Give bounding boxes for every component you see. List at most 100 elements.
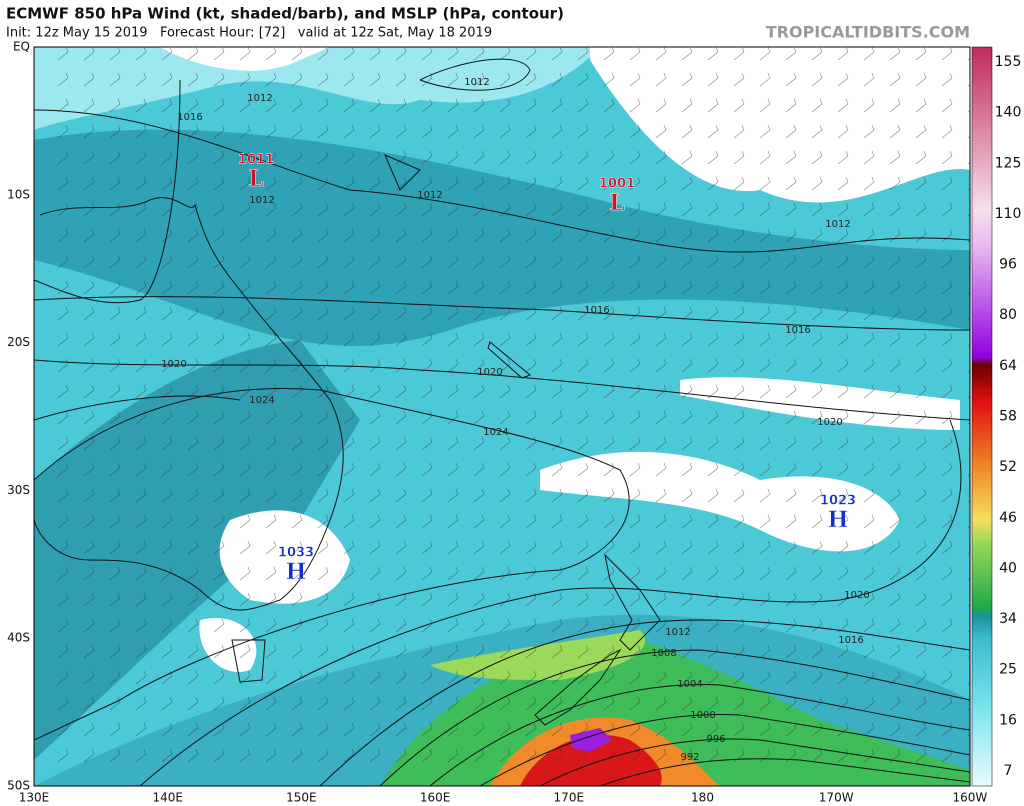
wind-barb (135, 150, 147, 165)
wind-barb (83, 228, 95, 243)
wind-barb (265, 410, 277, 425)
wind-barb (369, 644, 381, 659)
wind-barb (473, 384, 485, 399)
wind-barb (109, 488, 121, 503)
wind-barb (681, 124, 693, 139)
wind-barb (915, 306, 927, 321)
wind-barb (343, 748, 355, 763)
wind-barb (369, 696, 381, 711)
wind-barb (187, 488, 199, 503)
wind-barb (733, 410, 745, 425)
wind-barb (525, 722, 537, 737)
wind-barb (655, 488, 667, 503)
wind-barb (681, 176, 693, 191)
wind-barb (421, 150, 433, 165)
wind-barb (317, 514, 329, 529)
wind-barb (447, 176, 459, 191)
wind-barb (395, 514, 407, 529)
wind-barb (473, 254, 485, 269)
contour-label: 992 (680, 752, 699, 763)
wind-barb (447, 748, 459, 763)
wind-barb (499, 254, 511, 269)
wind-barb (239, 618, 251, 633)
wind-barb (577, 436, 589, 451)
wind-barb (733, 670, 745, 685)
contour-label: 1016 (584, 305, 609, 316)
wind-barb (317, 566, 329, 581)
wind-barb (447, 384, 459, 399)
strong-wind (430, 630, 646, 680)
wind-barb (811, 410, 823, 425)
wind-barb (499, 644, 511, 659)
wind-barb (525, 176, 537, 191)
wind-barb (395, 436, 407, 451)
wind-barb (447, 644, 459, 659)
wind-barb (135, 332, 147, 347)
wind-barb (577, 358, 589, 373)
wind-barb (733, 644, 745, 659)
wind-barb (733, 514, 745, 529)
wind-barb (629, 436, 641, 451)
wind-barb (525, 488, 537, 503)
contour-label: 1012 (247, 93, 272, 104)
wind-barb (681, 332, 693, 347)
wind-barb (785, 618, 797, 633)
wind-barb (655, 618, 667, 633)
colorbar-label: 96 (999, 257, 1017, 273)
wind-barb (863, 228, 875, 243)
wind-barb (447, 436, 459, 451)
wind-barb (265, 540, 277, 555)
wind-barb (395, 488, 407, 503)
contour-label: 1012 (417, 190, 442, 201)
wind-barb (525, 98, 537, 113)
wind-barb (187, 696, 199, 711)
contour-label: 1004 (677, 679, 702, 690)
wind-barb (629, 462, 641, 477)
wind-barb (265, 618, 277, 633)
wind-barb (343, 670, 355, 685)
wind-barb (291, 306, 303, 321)
wind-barb (421, 176, 433, 191)
wind-barb (213, 228, 225, 243)
strong-wind (520, 735, 662, 786)
wind-barb (785, 280, 797, 295)
wind-barb (941, 592, 953, 607)
wind-barb (863, 254, 875, 269)
wind-barb (915, 566, 927, 581)
wind-barb (811, 592, 823, 607)
wind-barb (57, 618, 69, 633)
wind-barb (83, 280, 95, 295)
lat-label: EQ (13, 40, 30, 54)
wind-barb (57, 462, 69, 477)
wind-barb (681, 384, 693, 399)
wind-barb (317, 47, 329, 61)
wind-barb (525, 540, 537, 555)
wind-barb (629, 202, 641, 217)
wind-barb (239, 228, 251, 243)
wind-barb (837, 332, 849, 347)
wind-barb (577, 98, 589, 113)
colorbar-label: 7 (1004, 763, 1013, 779)
wind-barb (291, 72, 303, 87)
wind-barb (187, 72, 199, 87)
wind-barb (265, 228, 277, 243)
wind-barb (317, 150, 329, 165)
wind-barb (525, 280, 537, 295)
wind-barb (603, 124, 615, 139)
wind-barb (681, 540, 693, 555)
wind-barb (941, 176, 953, 191)
contour-label: 1016 (177, 112, 202, 123)
colorbar-label: 52 (999, 459, 1017, 475)
wind-barb (551, 306, 563, 321)
wind-barb (161, 592, 173, 607)
wind-barb (239, 98, 251, 113)
wind-barb (161, 98, 173, 113)
wind-barb (863, 176, 875, 191)
wind-barb (343, 150, 355, 165)
wind-barb (369, 566, 381, 581)
map-frame (33, 46, 971, 787)
wind-barb (161, 176, 173, 191)
center-symbol: H (286, 559, 307, 585)
lat-label: 50S (7, 779, 30, 793)
